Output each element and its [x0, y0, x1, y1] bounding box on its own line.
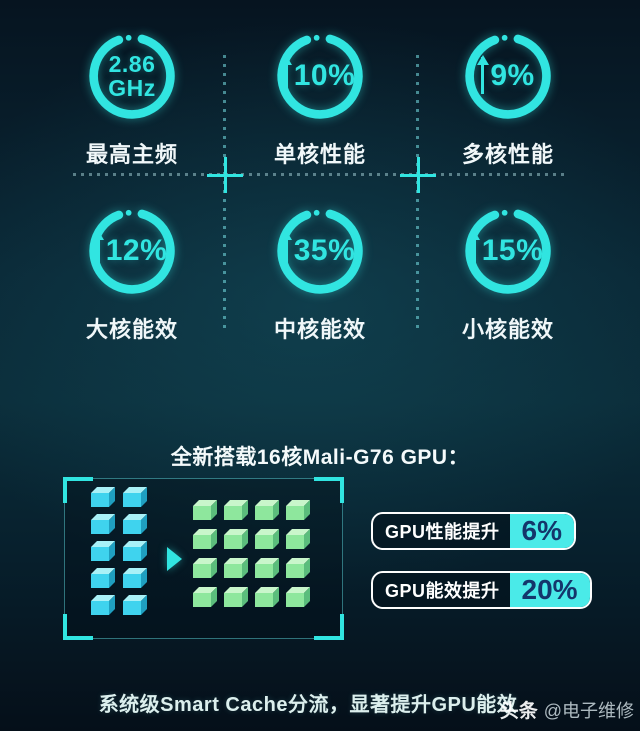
core-cube [91, 568, 115, 588]
core-cube [193, 529, 217, 549]
core-cube [286, 587, 310, 607]
core-cube [286, 558, 310, 578]
stat-label: 小核能效 [461, 317, 554, 342]
gpu-cores-after-grid [193, 500, 310, 607]
horizontal-divider [73, 173, 567, 176]
footer-text: 系统级Smart Cache分流，显著提升GPU能效 [98, 694, 518, 716]
frame-corner-icon [314, 614, 344, 640]
core-cube [224, 500, 248, 520]
ring-arc-icon [465, 34, 551, 119]
vertical-divider [223, 55, 226, 331]
gpu-cores-before-grid [91, 487, 147, 615]
stat-value-text: 9% [490, 59, 535, 92]
core-cube [91, 487, 115, 507]
right-arrow-icon [167, 547, 182, 571]
badge-value: 20% [509, 573, 590, 607]
progress-ring: 10% [272, 28, 368, 124]
stats-grid: 2.86 GHz 最高主频 10% 单核性能 [38, 28, 602, 344]
stat-value-line1: 2.86 [108, 50, 156, 77]
stat-label: 大核能效 [85, 317, 178, 342]
frame-corner-icon [63, 614, 93, 640]
stat-label: 中核能效 [273, 317, 366, 342]
badge-label: GPU能效提升 [385, 581, 500, 601]
stat-label: 单核性能 [273, 142, 366, 167]
core-cube [123, 487, 147, 507]
progress-ring: 9% [460, 28, 556, 124]
stat-value: 10% [272, 28, 368, 124]
gpu-badges: GPU性能提升 6% GPU能效提升 20% [371, 512, 592, 609]
badge-label: GPU性能提升 [385, 522, 500, 542]
plus-cross-icon [207, 157, 243, 193]
badge-value: 6% [509, 514, 574, 548]
core-cube [224, 529, 248, 549]
gpu-section-title: 全新搭载16核Mali-G76 GPU： [170, 446, 470, 469]
watermark-handle: @电子维修 [543, 700, 634, 721]
stat-value: 35% [272, 203, 368, 299]
plus-cross-icon [400, 157, 436, 193]
progress-ring: 2.86 GHz [84, 28, 180, 124]
core-cube [286, 529, 310, 549]
core-cube [224, 587, 248, 607]
stat-value-text: 35% [293, 234, 356, 267]
stat-max-frequency: 2.86 GHz 最高主频 [84, 28, 180, 169]
stat-value: 15% [460, 203, 556, 299]
up-arrow-icon [92, 229, 105, 269]
stat-label: 最高主频 [85, 142, 178, 167]
core-cube [255, 587, 279, 607]
gpu-cores-diagram [63, 477, 344, 640]
up-arrow-icon [280, 229, 293, 269]
stat-value-text: 15% [481, 234, 544, 267]
progress-ring: 12% [84, 203, 180, 299]
stat-value-text: 10% [293, 59, 356, 92]
stat-value: 12% [84, 203, 180, 299]
watermark-brand: 头条 [499, 701, 538, 722]
up-arrow-icon [468, 229, 481, 269]
core-cube [123, 541, 147, 561]
gpu-efficiency-badge: GPU能效提升 20% [371, 571, 592, 609]
core-cube [255, 500, 279, 520]
core-cube [91, 514, 115, 534]
stat-multi-core-performance: 9% 多核性能 [460, 28, 556, 169]
up-arrow-icon [280, 54, 293, 94]
core-cube [193, 587, 217, 607]
stat-mid-core-efficiency: 35% 中核能效 [272, 203, 368, 344]
frame-corner-icon [63, 477, 93, 503]
core-cube [123, 568, 147, 588]
core-cube [91, 595, 115, 615]
stat-big-core-efficiency: 12% 大核能效 [84, 203, 180, 344]
stat-single-core-performance: 10% 单核性能 [272, 28, 368, 169]
ring-arc-icon [89, 34, 175, 119]
core-cube [224, 558, 248, 578]
core-cube [255, 558, 279, 578]
core-cube [193, 558, 217, 578]
stat-label: 多核性能 [461, 142, 554, 167]
frame-corner-icon [314, 477, 344, 503]
core-cube [193, 500, 217, 520]
stat-value-text: 12% [105, 234, 168, 267]
stat-value: 9% [460, 28, 556, 124]
core-cube [123, 514, 147, 534]
stat-value-line2: GHz [108, 75, 156, 101]
core-cube [255, 529, 279, 549]
gpu-performance-badge: GPU性能提升 6% [371, 512, 576, 550]
stat-value: 2.86 GHz [84, 28, 180, 124]
vertical-divider [416, 55, 419, 331]
stat-small-core-efficiency: 15% 小核能效 [460, 203, 556, 344]
core-cube [286, 500, 310, 520]
core-cube [91, 541, 115, 561]
up-arrow-icon [476, 54, 489, 94]
progress-ring: 15% [460, 203, 556, 299]
watermark: 头条 @电子维修 [500, 696, 634, 723]
core-cube [123, 595, 147, 615]
progress-ring: 35% [272, 203, 368, 299]
